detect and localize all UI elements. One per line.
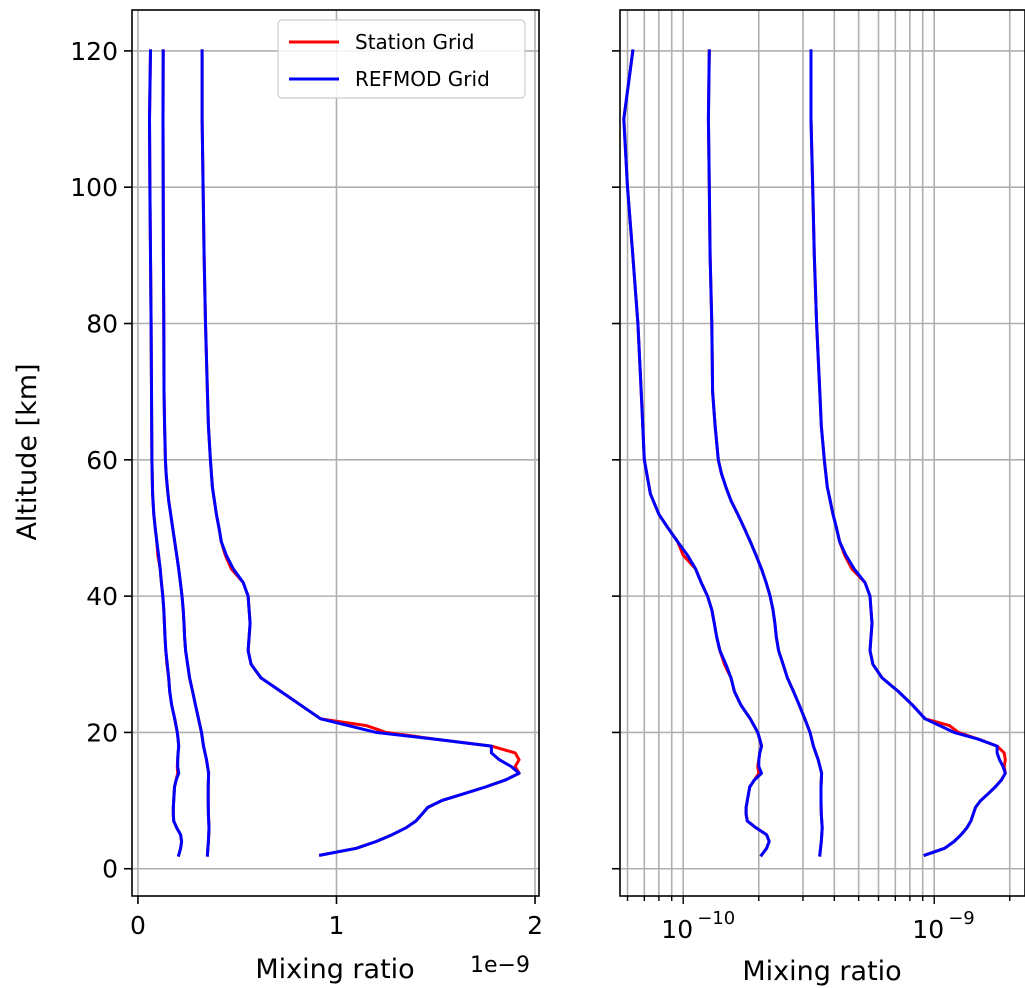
left-refmod-profile-2-line <box>202 51 519 855</box>
legend-label-refmod-grid: REFMOD Grid <box>355 67 490 91</box>
ytick-label: 40 <box>86 582 118 611</box>
legend-label-station-grid: Station Grid <box>355 30 474 54</box>
left-station-profile-2-line <box>202 51 519 855</box>
ytick-label: 100 <box>70 173 118 202</box>
right-refmod-profile-1-line <box>708 51 822 855</box>
right-station-profile-1-line <box>708 51 822 855</box>
left-grid <box>132 10 539 896</box>
ytick-label: 0 <box>102 855 118 884</box>
right-xtick-label-exponent: −10 <box>697 908 735 929</box>
right-station-profile-2-line <box>811 51 1005 855</box>
legend: Station Grid REFMOD Grid <box>278 20 525 98</box>
x-offset-label: 1e−9 <box>470 953 530 978</box>
left-xtick-label: 2 <box>527 911 543 940</box>
ytick-label: 80 <box>86 310 118 339</box>
left-series-lines <box>150 51 520 855</box>
y-axis-label: Altitude [km] <box>12 363 43 540</box>
right-xtick-label-exponent: −9 <box>948 908 975 929</box>
left-axes-frame <box>132 10 539 896</box>
right-series-lines <box>624 51 1006 855</box>
left-xtick-label: 0 <box>130 911 146 940</box>
right-x-axis-label: Mixing ratio <box>742 956 901 987</box>
right-refmod-profile-2-line <box>811 51 1005 855</box>
right-xtick-label: 10 <box>661 915 693 944</box>
left-xtick-label: 1 <box>329 911 345 940</box>
right-refmod-profile-0-line <box>624 51 769 855</box>
ytick-label: 60 <box>86 446 118 475</box>
left-panel: 0 20 40 60 80 100 120 0 1 2 Altitude [km] Mixing … <box>12 10 543 985</box>
right-station-profile-0-line <box>624 51 769 855</box>
left-ticks: 0 20 40 60 80 100 120 0 1 2 <box>70 37 543 940</box>
ytick-label: 120 <box>70 37 118 66</box>
right-panel: 10 −10 10 −9 Mixing ratio <box>612 10 1025 987</box>
left-x-axis-label: Mixing ratio <box>255 954 414 985</box>
right-xtick-label: 10 <box>912 915 944 944</box>
ytick-label: 20 <box>86 718 118 747</box>
